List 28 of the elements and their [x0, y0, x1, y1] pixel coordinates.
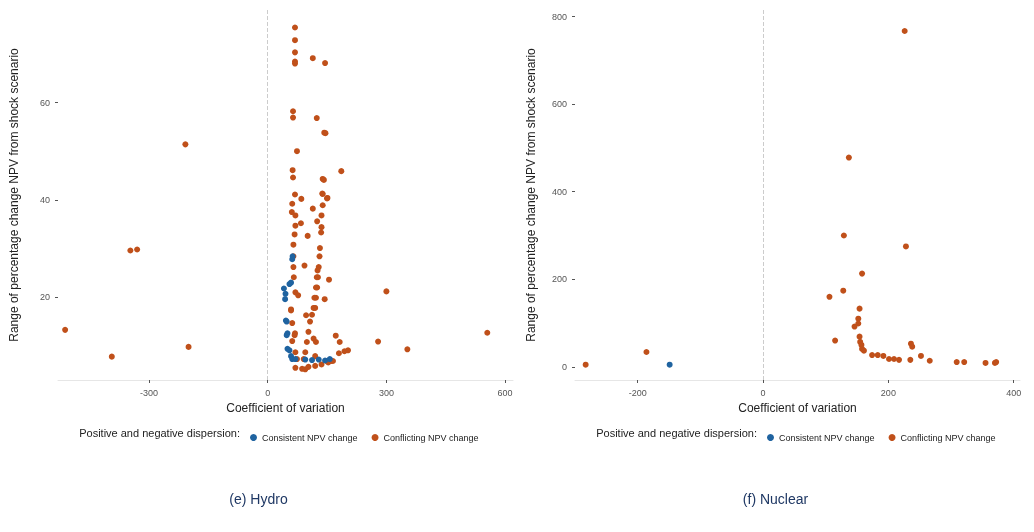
x-tick-label: -300 [139, 387, 159, 398]
x-tick-label: -200 [628, 387, 647, 398]
x-tick-label: 0 [265, 387, 271, 398]
x-tick-label: 600 [497, 387, 513, 398]
x-tick-label: 0 [760, 387, 766, 398]
y-tick-label: 40 [39, 194, 50, 205]
y-tick-label: 800 [551, 11, 567, 22]
legend-title: Positive and negative dispersion: [79, 426, 240, 439]
y-tick-label: 0 [561, 361, 567, 372]
x-tick-label: 200 [880, 387, 896, 398]
y-axis-title: Range of percentage change NPV from shock scenario [7, 47, 21, 342]
legend-label: Consistent NPV change [779, 432, 875, 443]
x-axis-title: Coefficient of variation [738, 400, 857, 415]
legend-label: Consistent NPV change [262, 432, 358, 443]
x-tick-label: 300 [378, 387, 394, 398]
x-tick-label: 400 [1006, 387, 1022, 398]
y-tick-label: 60 [39, 97, 50, 108]
y-tick-label: 400 [551, 186, 567, 197]
y-tick-label: 200 [551, 274, 567, 285]
y-tick-label: 600 [551, 99, 567, 110]
legend-label: Conflicting NPV change [383, 432, 479, 443]
text: (e) Hydro [229, 491, 288, 507]
y-tick-label: 20 [39, 292, 50, 303]
legend-title: Positive and negative dispersion: [596, 426, 757, 439]
x-axis-title: Coefficient of variation [226, 400, 345, 415]
text: (f) Nuclear [742, 491, 809, 507]
y-axis-title: Range of percentage change NPV from shock scenario [524, 47, 538, 342]
legend-label: Conflicting NPV change [900, 432, 996, 443]
